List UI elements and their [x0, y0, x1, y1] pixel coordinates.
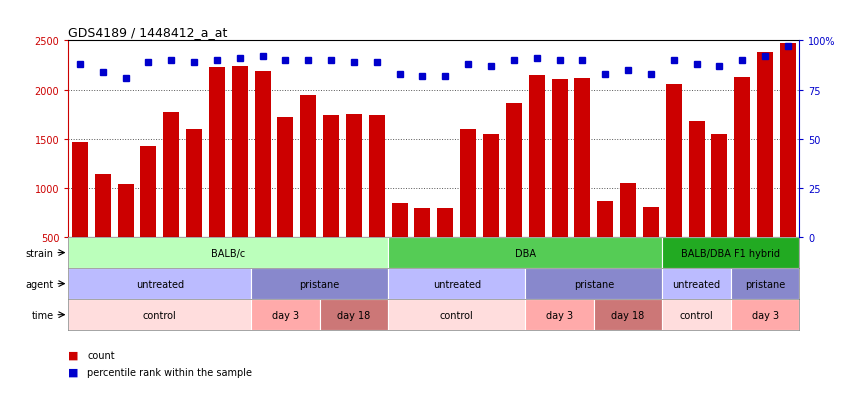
Bar — [528, 76, 545, 287]
Text: untreated: untreated — [673, 279, 721, 289]
Bar — [758, 53, 773, 287]
Text: day 3: day 3 — [272, 310, 299, 320]
Bar — [277, 118, 293, 287]
Bar — [251, 299, 320, 330]
Bar — [140, 146, 156, 287]
Bar — [460, 130, 476, 287]
Bar — [186, 130, 202, 287]
Text: day 3: day 3 — [546, 310, 573, 320]
Bar — [392, 203, 408, 287]
Bar — [663, 237, 799, 268]
Bar — [594, 299, 663, 330]
Bar — [663, 299, 731, 330]
Bar — [346, 115, 362, 287]
Bar — [731, 299, 799, 330]
Bar — [663, 268, 731, 299]
Text: GDS4189 / 1448412_a_at: GDS4189 / 1448412_a_at — [68, 26, 227, 39]
Bar — [300, 96, 316, 287]
Bar — [551, 80, 568, 287]
Bar — [95, 175, 110, 287]
Bar — [388, 299, 525, 330]
Bar — [731, 268, 799, 299]
Bar — [68, 237, 388, 268]
Bar — [388, 268, 525, 299]
Text: BALB/DBA F1 hybrid: BALB/DBA F1 hybrid — [681, 248, 781, 258]
Bar — [620, 183, 636, 287]
Bar — [68, 268, 251, 299]
Text: pristane: pristane — [745, 279, 785, 289]
Bar — [320, 299, 388, 330]
Text: day 3: day 3 — [752, 310, 779, 320]
Text: control: control — [680, 310, 714, 320]
Bar — [68, 299, 251, 330]
Text: time: time — [32, 310, 54, 320]
Bar — [209, 68, 225, 287]
Text: day 18: day 18 — [338, 310, 370, 320]
Bar — [711, 135, 728, 287]
Bar — [117, 185, 133, 287]
Bar — [666, 84, 681, 287]
Bar — [780, 44, 796, 287]
Text: count: count — [87, 350, 115, 360]
Bar — [575, 78, 591, 287]
Bar — [506, 104, 522, 287]
Bar — [438, 208, 453, 287]
Text: percentile rank within the sample: percentile rank within the sample — [87, 367, 252, 377]
Text: control: control — [143, 310, 177, 320]
Text: untreated: untreated — [136, 279, 184, 289]
Bar — [232, 67, 248, 287]
Bar — [388, 237, 663, 268]
Bar — [163, 113, 180, 287]
Bar — [323, 116, 339, 287]
Text: day 18: day 18 — [611, 310, 645, 320]
Bar — [734, 78, 751, 287]
Text: strain: strain — [26, 248, 54, 258]
Bar — [525, 299, 594, 330]
Text: control: control — [439, 310, 474, 320]
Bar — [598, 201, 613, 287]
Text: DBA: DBA — [515, 248, 536, 258]
Text: agent: agent — [26, 279, 54, 289]
Text: ■: ■ — [68, 367, 79, 377]
Bar — [369, 116, 385, 287]
Text: ■: ■ — [68, 350, 79, 360]
Bar — [688, 122, 705, 287]
Text: untreated: untreated — [433, 279, 481, 289]
Bar — [525, 268, 663, 299]
Bar — [255, 72, 270, 287]
Text: BALB/c: BALB/c — [211, 248, 245, 258]
Bar — [251, 268, 388, 299]
Bar — [415, 208, 430, 287]
Bar — [643, 207, 659, 287]
Bar — [72, 142, 88, 287]
Bar — [483, 135, 499, 287]
Text: pristane: pristane — [574, 279, 614, 289]
Text: pristane: pristane — [299, 279, 339, 289]
